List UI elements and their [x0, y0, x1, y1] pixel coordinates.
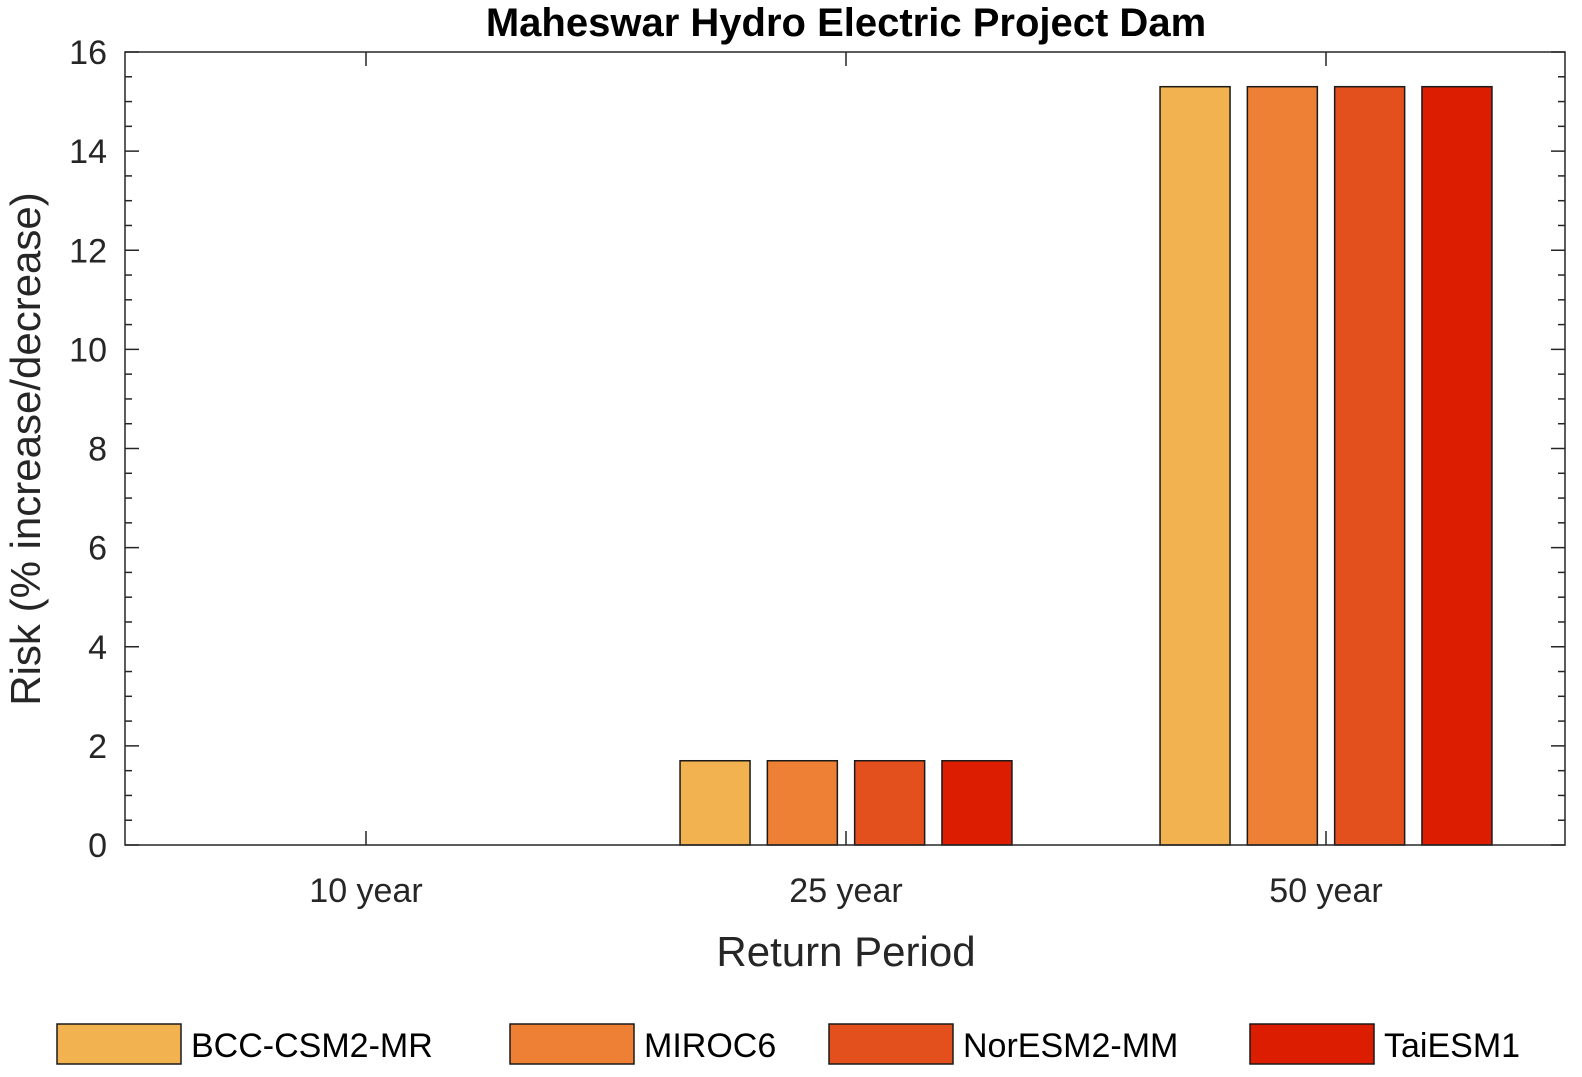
y-tick-label: 0 [88, 827, 107, 865]
y-tick-label: 14 [69, 133, 107, 171]
x-tick-label: 25 year [789, 872, 902, 910]
bar-miroc6-25-year [766, 759, 839, 846]
legend-label-miroc6: MIROC6 [644, 1027, 776, 1065]
bar-miroc6-50-year [1246, 85, 1319, 846]
y-tick-label: 8 [88, 431, 107, 469]
legend: BCC-CSM2-MR MIROC6 NorESM2-MM TaiESM1 [56, 1023, 1520, 1065]
bar-taiesm1-25-year [941, 759, 1013, 846]
bar-bcc-csm2-mr-50-year [1159, 85, 1231, 846]
legend-label-noresm2-mm: NorESM2-MM [963, 1027, 1178, 1065]
x-axis: 10 year 25 year 50 year [309, 52, 1383, 910]
x-tick-label: 10 year [309, 872, 422, 910]
y-tick-label: 4 [88, 629, 107, 667]
y-axis: 0 2 4 6 8 10 12 14 16 [69, 34, 1565, 865]
bar-noresm2-mm-50-year [1333, 85, 1406, 846]
y-tick-label: 10 [69, 331, 107, 369]
y-tick-label: 2 [88, 728, 107, 766]
y-tick-label: 12 [69, 232, 107, 270]
legend-swatch-noresm2-mm [828, 1023, 954, 1065]
legend-label-taiesm1: TaiESM1 [1384, 1027, 1520, 1065]
y-tick-label: 16 [69, 34, 107, 72]
chart-title: Maheswar Hydro Electric Project Dam [486, 1, 1206, 45]
legend-swatch-taiesm1 [1249, 1023, 1375, 1065]
legend-swatch-bcc-csm2-mr [56, 1023, 182, 1065]
bar-taiesm1-50-year [1421, 85, 1493, 846]
x-axis-label: Return Period [716, 928, 975, 975]
x-tick-label: 50 year [1269, 872, 1382, 910]
y-axis-label: Risk (% increase/decrease) [2, 192, 49, 706]
y-tick-label: 6 [88, 530, 107, 568]
bars [679, 85, 1493, 846]
legend-label-bcc-csm2-mr: BCC-CSM2-MR [191, 1027, 433, 1065]
bar-noresm2-mm-25-year [853, 759, 926, 846]
bar-bcc-csm2-mr-25-year [679, 759, 751, 846]
legend-swatch-miroc6 [509, 1023, 635, 1065]
